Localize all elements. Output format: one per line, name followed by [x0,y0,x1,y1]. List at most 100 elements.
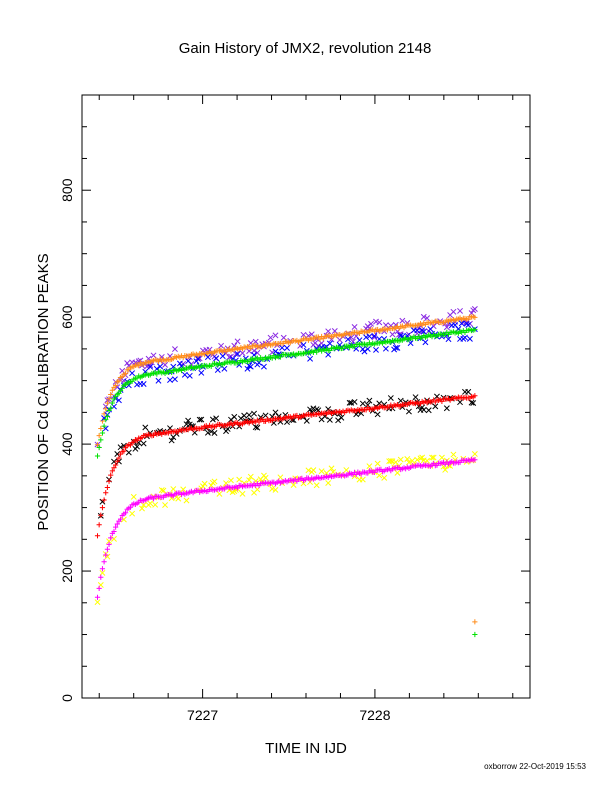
data-point [140,440,147,447]
data-point [106,541,112,547]
data-point [368,320,375,327]
data-point [443,324,450,331]
data-point [256,359,262,366]
data-point [389,458,396,465]
y-tick-label: 0 [59,694,75,702]
data-point [471,306,478,312]
data-marks [94,306,478,638]
data-point [465,388,472,395]
data-point [152,501,159,508]
data-point [307,406,314,413]
x-tick-label: 7227 [187,707,218,723]
data-point [114,458,120,464]
isolated-point [472,619,478,625]
data-point [465,322,472,328]
data-point [405,408,412,415]
data-point [254,349,261,356]
data-point [117,444,124,451]
data-point [167,377,173,383]
data-point [129,510,136,517]
data-point [366,397,373,404]
data-point [472,327,478,333]
data-point [234,351,241,357]
data-point [172,376,178,383]
data-point [371,334,378,341]
data-point [338,414,345,421]
data-point [228,477,234,484]
data-point [111,535,117,542]
data-point [307,355,314,362]
data-point [374,460,381,467]
data-point [284,419,290,425]
data-point [157,363,164,370]
data-point [373,346,379,353]
data-point [103,406,109,412]
data-point [198,369,205,376]
data-point [129,370,136,377]
data-point [472,393,478,399]
data-point [399,317,406,324]
data-point [397,332,404,339]
data-point [412,394,419,401]
data-point [457,399,463,406]
data-point [136,362,142,369]
data-point [318,468,325,475]
data-point [181,371,188,378]
data-point [239,490,246,497]
data-point [471,451,478,457]
data-point [116,455,122,461]
data-point [470,400,477,406]
data-point [472,314,478,320]
data-point [103,417,109,423]
data-point [113,462,119,468]
data-point [405,459,412,466]
data-point [219,353,226,360]
data-point [211,430,218,436]
data-point [99,566,106,572]
data-point [94,599,101,606]
data-point [103,552,109,558]
data-point [140,502,147,508]
data-point [284,345,290,351]
data-point [104,400,110,406]
data-point [213,355,220,362]
data-point [303,417,310,424]
data-point [247,473,254,480]
data-point [99,569,106,576]
data-point [241,412,248,419]
data-point [300,342,307,348]
data-point [111,396,117,402]
data-point [103,490,109,496]
data-point [325,480,332,486]
data-point [94,533,101,539]
data-point [381,474,388,481]
data-point [326,416,333,423]
data-point [429,454,435,461]
data-point [445,336,452,343]
data-point [160,487,167,494]
data-point [325,328,332,335]
data-point [124,360,131,367]
data-point [310,467,317,474]
data-point [361,348,368,355]
data-point [139,505,145,512]
data-point [101,559,107,565]
data-point [376,319,383,326]
data-point [366,463,373,470]
data-point [420,313,427,320]
data-point [172,346,178,353]
data-point [116,378,122,384]
data-point [404,456,411,462]
data-point [96,522,102,528]
data-point [262,474,269,481]
data-series [94,314,478,448]
y-tick-label: 400 [59,432,75,456]
data-point [204,354,211,361]
data-point [438,454,445,461]
data-point [162,502,169,508]
y-tick-label: 600 [59,305,75,329]
data-point [113,382,119,389]
data-point [246,411,253,418]
data-point [414,456,421,463]
